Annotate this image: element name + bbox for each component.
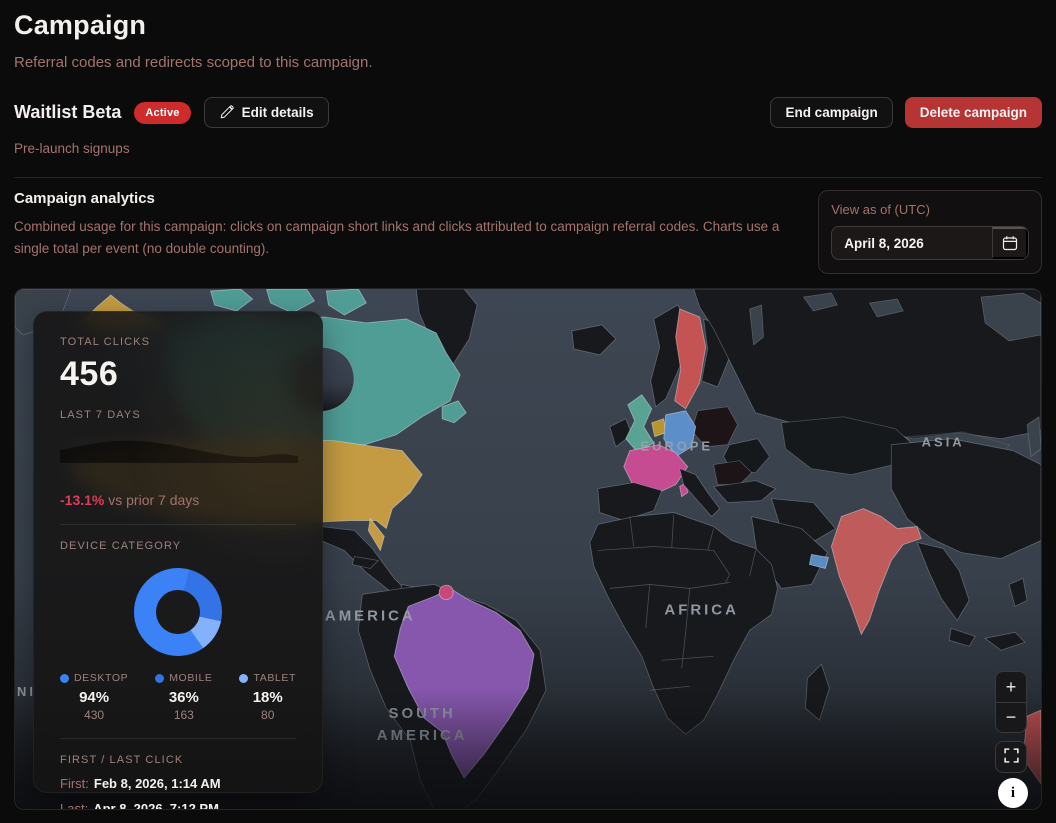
legend-desktop-label: DESKTOP [74,672,129,684]
fullscreen-button[interactable] [995,741,1027,773]
campaign-name: Waitlist Beta [14,102,122,122]
legend-item-tablet: TABLET 18% 80 [239,672,296,722]
fullscreen-icon [1003,748,1019,766]
last-value: Apr 8, 2026, 7:12 PM [93,801,219,810]
mobile-percent: 36% [168,689,199,706]
first-value: Feb 8, 2026, 1:14 AM [93,776,221,791]
card-divider [60,738,296,739]
page-subtitle: Referral codes and redirects scoped to t… [14,54,373,71]
last-label: Last: [60,801,89,810]
analytics-description: Combined usage for this campaign: clicks… [14,219,780,257]
first-click-row: First: Feb 8, 2026, 1:14 AM [60,776,296,791]
campaign-header-row: Waitlist Beta Active Edit details End ca… [14,97,1042,128]
section-divider [14,177,1042,178]
desktop-percent: 94% [79,689,110,706]
analytics-map: AMERICA SOUTH AMERICA AFRICA EUROPE ASIA… [14,288,1042,810]
legend-item-mobile: MOBILE 36% 163 [155,672,212,722]
date-value: April 8, 2026 [844,235,924,251]
edit-details-label: Edit details [241,105,314,120]
end-campaign-button[interactable]: End campaign [770,97,893,128]
calendar-button[interactable] [992,227,1028,259]
tablet-dot-icon [239,673,249,683]
map-label-europe: EUROPE [640,439,713,454]
zoom-out-button[interactable]: − [996,702,1026,732]
analytics-heading: Campaign analytics [14,190,155,207]
view-as-of-panel: View as of (UTC) April 8, 2026 [818,190,1042,274]
map-label-america: AMERICA [325,607,416,624]
map-label-africa: AFRICA [664,601,739,618]
delete-campaign-label: Delete campaign [919,105,1027,120]
info-button[interactable]: i [998,778,1028,808]
edit-details-button[interactable]: Edit details [203,97,329,128]
pencil-icon [219,105,234,120]
delete-campaign-button[interactable]: Delete campaign [904,97,1042,128]
legend-tablet-label: TABLET [253,672,296,684]
desktop-dot-icon [60,673,69,683]
tablet-count: 80 [261,708,275,722]
end-campaign-label: End campaign [785,105,878,120]
legend-item-desktop: DESKTOP 94% 430 [60,672,128,722]
mobile-count: 163 [173,708,194,722]
zoom-in-button[interactable]: + [996,672,1026,702]
trend-line: -13.1% vs prior 7 days [60,492,296,508]
last-click-row: Last: Apr 8, 2026, 7:12 PM [60,801,296,810]
analytics-header: Campaign analytics Combined usage for th… [14,190,1042,274]
page-title: Campaign [14,10,147,40]
first-last-label: FIRST / LAST CLICK [60,754,184,766]
desktop-count: 430 [84,708,105,722]
first-label: First: [60,776,89,791]
date-input[interactable]: April 8, 2026 [831,226,1029,260]
device-legend: DESKTOP 94% 430 MOBILE 36% 163 TABLET 18… [60,672,296,722]
mobile-dot-icon [155,673,165,683]
clicks-sparkline [60,440,298,463]
sparkline-label: LAST 7 DAYS [60,409,141,421]
card-divider [60,524,296,525]
stats-card: TOTAL CLICKS 456 LAST 7 DAYS -13.1% vs p… [33,311,323,809]
trend-delta: -13.1% [60,492,105,508]
map-zoom-controls: + − [995,671,1027,733]
tablet-percent: 18% [252,689,283,706]
legend-mobile-label: MOBILE [169,672,213,684]
device-category-label: DEVICE CATEGORY [60,540,182,552]
total-clicks-value: 456 [60,355,119,393]
info-icon: i [1010,784,1016,801]
total-clicks-label: TOTAL CLICKS [60,336,151,348]
status-badge: Active [134,101,191,124]
campaign-description: Pre-launch signups [14,141,130,156]
map-label-asia: ASIA [922,435,965,450]
calendar-icon [1002,235,1018,251]
trend-text: vs prior 7 days [104,492,200,508]
view-as-of-label: View as of (UTC) [831,202,930,217]
device-donut-chart [134,568,222,656]
